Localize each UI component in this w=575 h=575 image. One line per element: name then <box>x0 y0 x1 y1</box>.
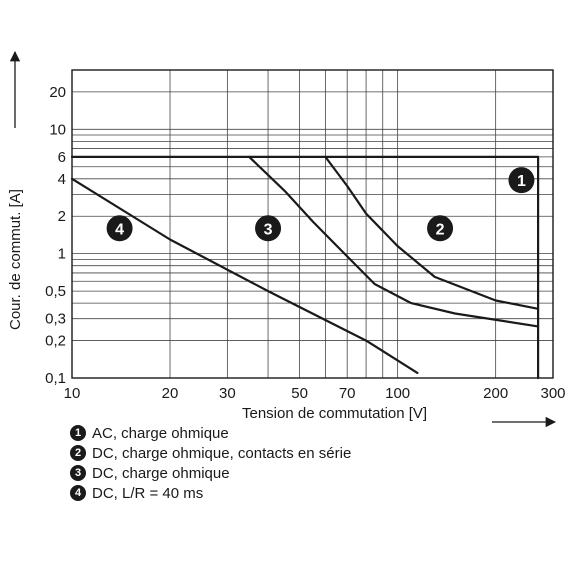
legend-number: 4 <box>70 485 86 501</box>
legend-text: AC, charge ohmique <box>92 424 229 442</box>
y-tick-labels: 0,1 0,2 0,3 0,5 1 2 4 6 10 20 <box>45 84 66 387</box>
x-tick-label: 300 <box>540 385 565 402</box>
marker-number: 4 <box>115 221 124 238</box>
legend-number: 3 <box>70 465 86 481</box>
y-tick-label: 20 <box>49 84 66 101</box>
marker-4: 4 <box>106 215 133 242</box>
marker-number: 1 <box>517 173 526 190</box>
x-tick-label: 50 <box>291 385 308 402</box>
x-axis-title: Tension de commutation [V] <box>242 405 427 422</box>
curve-3 <box>248 155 540 328</box>
curve-markers: 1 2 3 4 <box>106 167 535 242</box>
x-tick-label: 200 <box>483 385 508 402</box>
y-tick-label: 0,5 <box>45 283 66 300</box>
plot-frame <box>71 69 554 379</box>
y-tick-label: 2 <box>58 208 66 225</box>
x-tick-label: 10 <box>64 385 81 402</box>
marker-3: 3 <box>255 215 282 242</box>
plot-border <box>71 69 554 379</box>
marker-circle <box>508 167 535 194</box>
legend-text: DC, charge ohmique <box>92 464 230 482</box>
y-tick-label: 1 <box>58 246 66 263</box>
legend-number: 2 <box>70 445 86 461</box>
legend-text: DC, L/R = 40 ms <box>92 484 204 502</box>
marker-number: 3 <box>264 221 273 238</box>
legend-text: DC, charge ohmique, contacts en série <box>92 444 352 462</box>
y-tick-label: 0,1 <box>45 370 66 387</box>
y-tick-label: 4 <box>58 171 66 188</box>
y-tick-label: 10 <box>49 121 66 138</box>
x-tick-label: 100 <box>385 385 410 402</box>
marker-number: 2 <box>436 221 445 238</box>
legend: 1 AC, charge ohmique 2 DC, charge ohmique, … <box>70 423 351 503</box>
x-tick-label: 70 <box>339 385 356 402</box>
curves <box>70 155 540 380</box>
y-tick-label: 6 <box>58 149 66 166</box>
marker-circle <box>106 215 133 242</box>
x-tick-labels: 10 20 30 50 70 100 200 300 <box>64 385 566 402</box>
legend-item: 4 DC, L/R = 40 ms <box>70 483 351 503</box>
curve-4 <box>70 177 419 374</box>
x-tick-label: 20 <box>162 385 179 402</box>
marker-circle <box>427 215 454 242</box>
curve-2 <box>324 155 540 310</box>
legend-item: 1 AC, charge ohmique <box>70 423 351 443</box>
y-tick-label: 0,3 <box>45 311 66 328</box>
legend-item: 3 DC, charge ohmique <box>70 463 351 483</box>
legend-number: 1 <box>70 425 86 441</box>
y-axis-title: Cour. de commut. [A] <box>7 189 24 330</box>
marker-2: 2 <box>427 215 454 242</box>
curve-1 <box>70 155 540 380</box>
legend-item: 2 DC, charge ohmique, contacts en série <box>70 443 351 463</box>
marker-1: 1 <box>508 167 535 194</box>
x-tick-label: 30 <box>219 385 236 402</box>
marker-circle <box>255 215 282 242</box>
y-tick-label: 0,2 <box>45 333 66 350</box>
